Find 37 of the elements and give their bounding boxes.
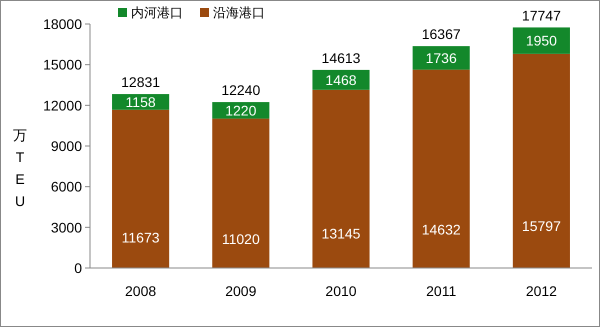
data-label: 1736 [426,50,457,66]
y-tick-label: 9000 [50,138,82,154]
y-tick-label: 12000 [43,97,82,114]
data-label: 1468 [325,72,357,88]
total-label: 16367 [422,26,461,42]
data-label: 13145 [322,225,361,242]
data-label: 11020 [222,231,260,248]
x-tick-label: 2012 [526,283,558,299]
total-label: 12831 [121,74,160,90]
data-label: 1950 [526,32,558,49]
bar [312,90,370,268]
total-label: 17747 [522,7,562,24]
data-label: 1158 [126,94,156,110]
bar [512,27,570,54]
y-tick-label: 15000 [43,56,82,73]
data-label: 1220 [225,102,257,118]
bar [212,118,270,268]
data-label: 15797 [522,218,562,234]
x-tick-label: 2011 [426,283,456,299]
bar [112,110,170,268]
bar [412,70,470,268]
y-tick-label: 3000 [50,219,82,236]
data-label: 14632 [422,221,461,238]
y-tick-label: 6000 [50,178,82,195]
legend-label: 沿海港口 [213,5,265,20]
total-label: 14613 [322,50,361,66]
x-tick-label: 2010 [325,283,357,299]
legend-label: 内河港口 [131,5,183,20]
data-label: 11673 [122,229,160,246]
bar [512,54,570,268]
total-label: 12240 [221,82,260,98]
x-tick-label: 2008 [125,283,156,299]
y-axis-title: 万TEU [13,127,27,209]
y-tick-label: 18000 [43,16,82,32]
x-tick-label: 2009 [225,283,257,299]
bar [412,46,470,70]
y-tick-label: 0 [74,260,82,276]
